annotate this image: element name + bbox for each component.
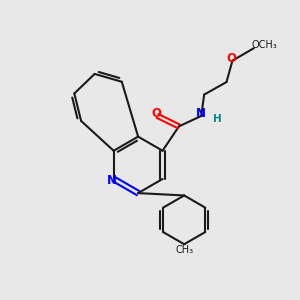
- Text: OCH₃: OCH₃: [251, 40, 277, 50]
- Text: O: O: [151, 107, 161, 120]
- Text: CH₃: CH₃: [175, 245, 193, 255]
- Text: N: N: [196, 107, 206, 120]
- Text: O: O: [226, 52, 236, 65]
- Text: N: N: [107, 174, 117, 187]
- Text: H: H: [214, 114, 222, 124]
